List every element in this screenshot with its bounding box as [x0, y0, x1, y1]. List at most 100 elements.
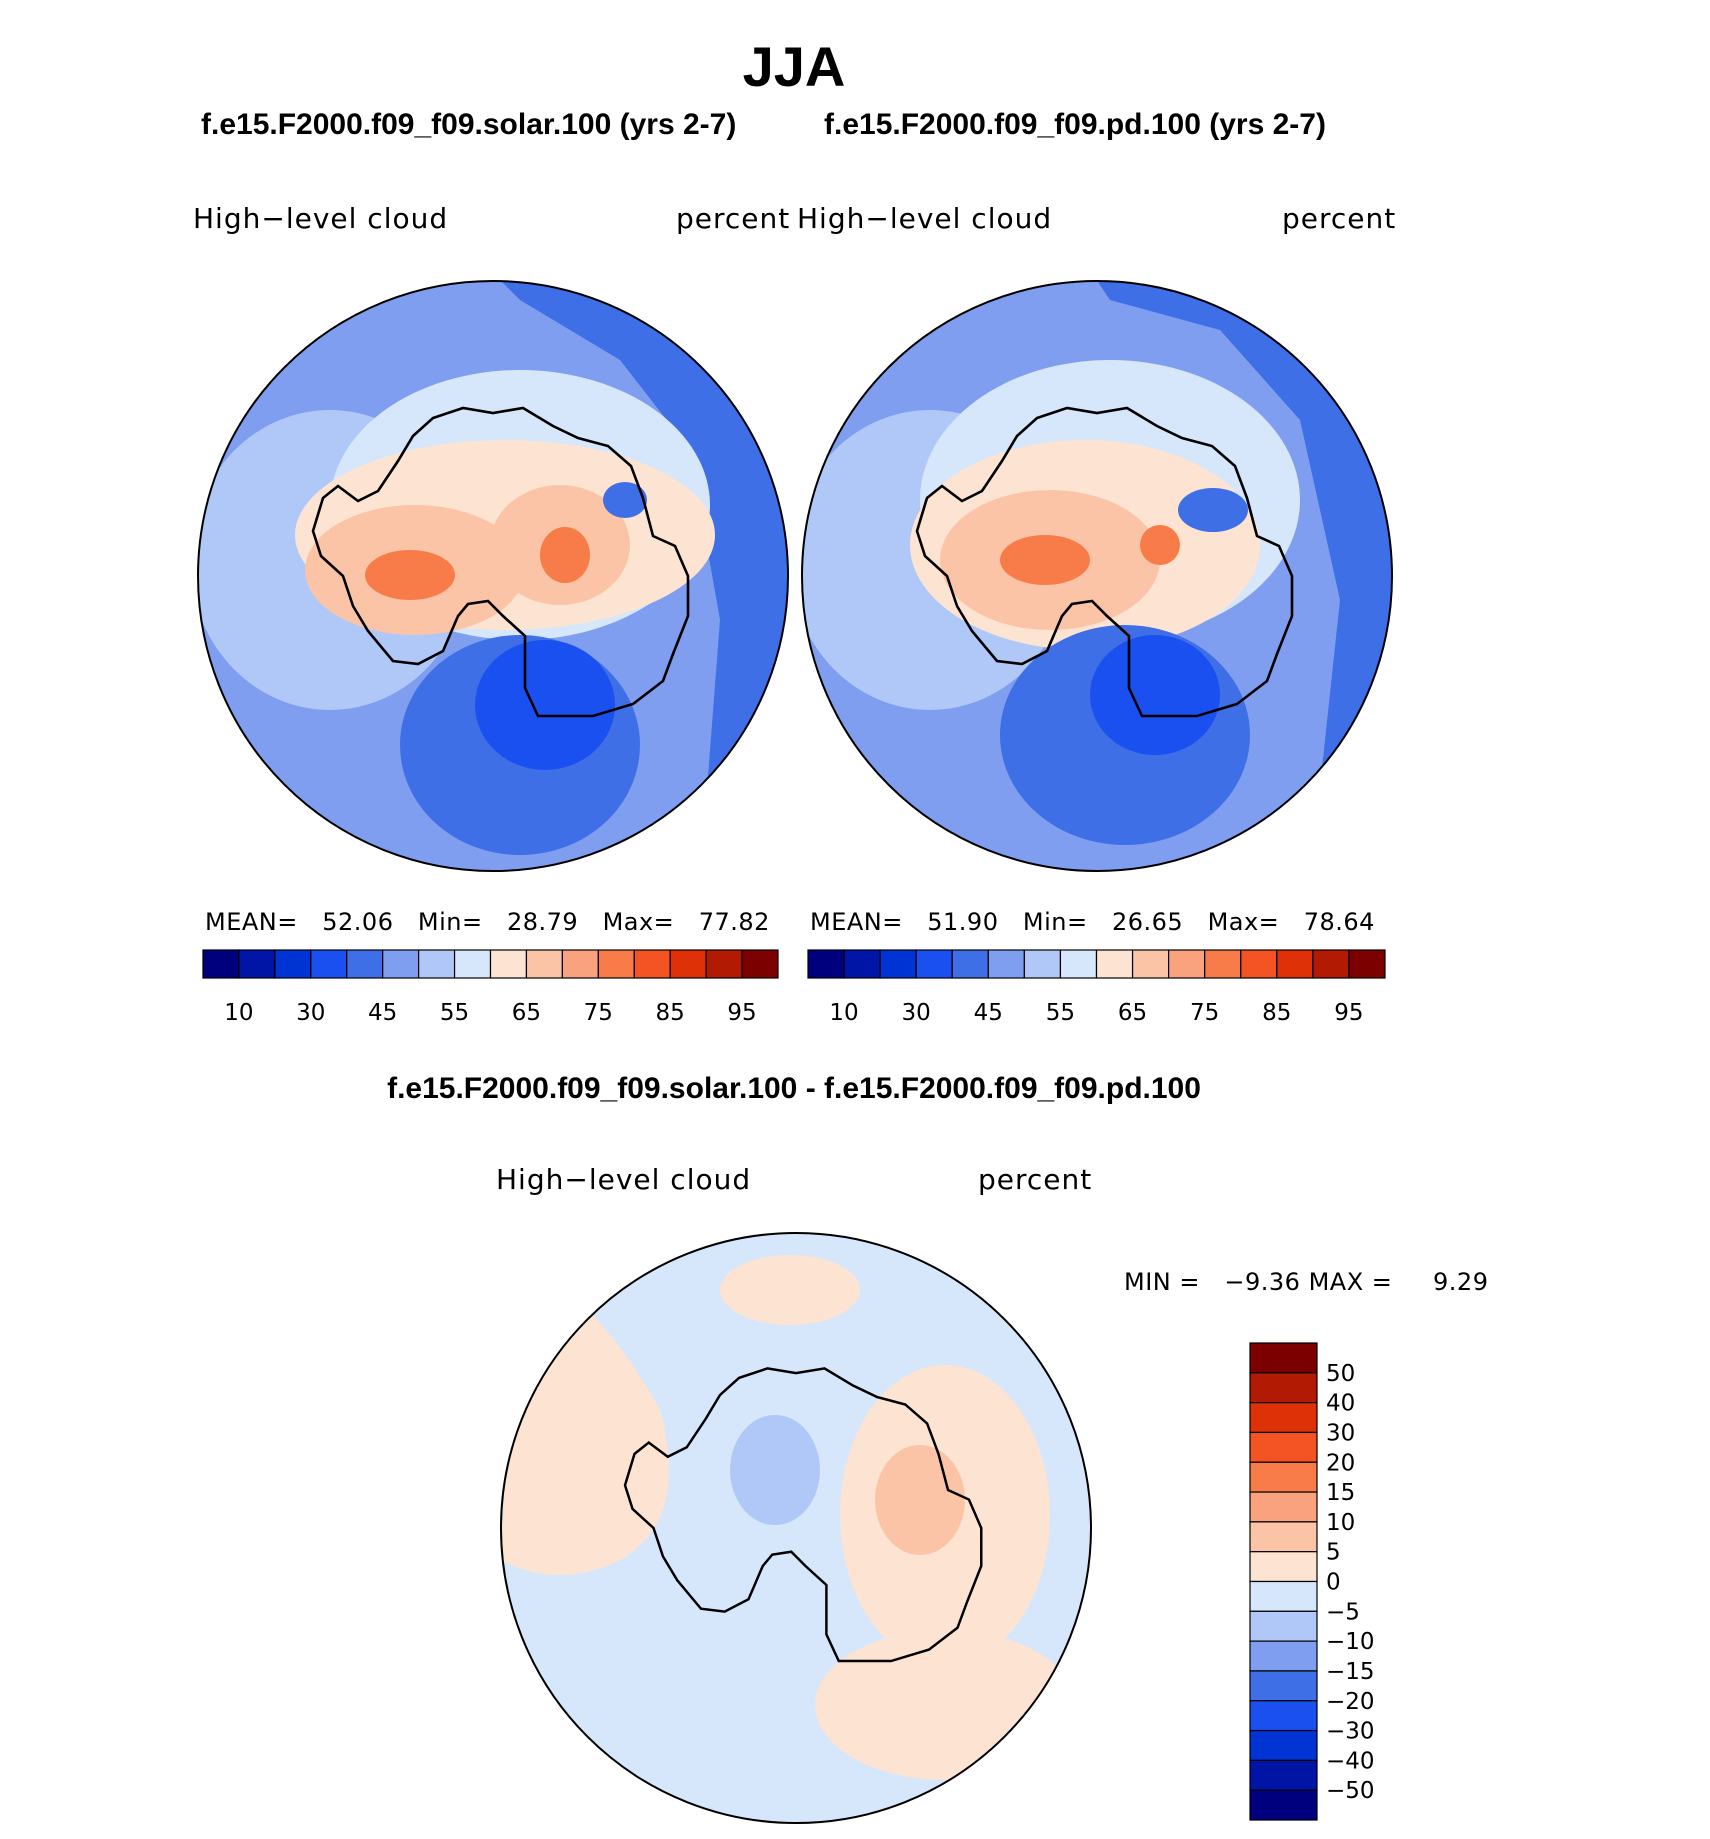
- difference-minmax: MIN = −9.36 MAX = 9.29: [1124, 1268, 1488, 1296]
- panel1-colorbar-swatch: [705, 949, 743, 979]
- difference-map-border: [500, 1232, 1092, 1824]
- panel2-colorbar-swatch: [1312, 949, 1350, 979]
- difference-colorbar-swatch: [1249, 1372, 1318, 1404]
- panel2-colorbar-swatch: [915, 949, 953, 979]
- difference-positive-south: [815, 1630, 1075, 1780]
- difference-max-value: 9.29: [1433, 1268, 1489, 1296]
- difference-max-label: MAX =: [1308, 1268, 1393, 1296]
- panel2-colorbar-swatch: [987, 949, 1025, 979]
- panel2-colorbar-swatch: [1276, 949, 1314, 979]
- panel1-max-label: Max=: [602, 908, 675, 936]
- panel2-hot-spot-b: [1140, 525, 1180, 565]
- difference-positive-core: [875, 1445, 965, 1555]
- panel1-hot-spot-a: [365, 550, 455, 600]
- panel2-cold-core: [1090, 635, 1220, 755]
- difference-colorbar-swatch: [1249, 1640, 1318, 1672]
- panel1-colorbar-swatch: [669, 949, 707, 979]
- panel2-colorbar-swatch: [1348, 949, 1386, 979]
- panel1-hot-spot-b: [540, 527, 590, 583]
- panel1-map-border: [197, 280, 789, 872]
- panel2-hot-spot-a: [1000, 535, 1090, 585]
- difference-colorbar-swatch: [1249, 1342, 1318, 1374]
- difference-colorbar-tick-label: 10: [1326, 1510, 1355, 1536]
- difference-colorbar-swatch: [1249, 1431, 1318, 1463]
- panel2-colorbar: 10 30 45 55 65 75 85 95: [807, 949, 1386, 1026]
- difference-colorbar-swatch: [1249, 1789, 1318, 1821]
- panel2-colorbar-swatch: [1168, 949, 1206, 979]
- panel1-cold-core: [475, 640, 615, 770]
- panel2-colorbar-swatch: [1059, 949, 1098, 979]
- panel1-min-label: Min=: [417, 908, 483, 936]
- panel1-map: [198, 281, 788, 871]
- panel2-stats: MEAN= 51.90 Min= 26.65 Max= 78.64: [810, 908, 1375, 936]
- panel1-colorbar-swatch: [633, 949, 671, 979]
- panel1-colorbar-swatch: [202, 949, 240, 979]
- difference-colorbar-tick-label: −50: [1326, 1778, 1375, 1804]
- panel1-colorbar-swatch: [453, 949, 492, 979]
- panel2-map-border: [801, 280, 1393, 872]
- panel2-map: [802, 281, 1392, 871]
- panel2-colorbar-tick-label: 75: [1190, 1000, 1219, 1026]
- panel2-colorbar-tick-label: 85: [1262, 1000, 1291, 1026]
- panel2-colorbar-tick-label: 55: [1046, 1000, 1075, 1026]
- difference-colorbar-tick-label: −20: [1326, 1689, 1375, 1715]
- panel2-colorbar-swatch: [951, 949, 989, 979]
- panel2-case-title: f.e15.F2000.f09_f09.pd.100 (yrs 2-7): [824, 108, 1326, 141]
- panel2-min-value: 26.65: [1111, 908, 1184, 936]
- difference-colorbar-tick-label: 15: [1326, 1480, 1355, 1506]
- panel1-colorbar: 10 30 45 55 65 75 85 95: [202, 949, 779, 1026]
- difference-colorbar-swatch: [1249, 1729, 1318, 1761]
- difference-colorbar-swatch: [1249, 1580, 1318, 1612]
- difference-colorbar-tick-label: −10: [1326, 1629, 1375, 1655]
- panel1-stats: MEAN= 52.06 Min= 28.79 Max= 77.82: [205, 908, 770, 936]
- panel2-min-label: Min=: [1022, 908, 1088, 936]
- panel2-east-band: [1090, 281, 1392, 871]
- difference-colorbar-swatch: [1249, 1700, 1318, 1732]
- panel2-max-value: 78.64: [1303, 908, 1375, 936]
- panel1-colorbar-tick-label: 10: [224, 1000, 253, 1026]
- difference-colorbar-swatch: [1249, 1461, 1318, 1493]
- panel1-case-title: f.e15.F2000.f09_f09.solar.100 (yrs 2-7): [201, 108, 737, 141]
- panel2-colorbar-tick-label: 30: [902, 1000, 931, 1026]
- panel1-colorbar-tick-label: 95: [727, 1000, 756, 1026]
- difference-colorbar-tick-label: 50: [1326, 1361, 1355, 1387]
- difference-colorbar-swatch: [1249, 1491, 1318, 1523]
- panel1-colorbar-tick-label: 55: [440, 1000, 469, 1026]
- difference-colorbar-tick-label: 30: [1326, 1420, 1355, 1446]
- panel2-colorbar-tick-label: 10: [829, 1000, 858, 1026]
- panel2-colorbar-swatch: [1023, 949, 1062, 979]
- panel1-mean-label: MEAN=: [205, 908, 298, 936]
- difference-colorbar-tick-label: 20: [1326, 1450, 1355, 1476]
- panel2-colorbar-swatch: [1240, 949, 1278, 979]
- panel1-variable-label: High−level cloud: [193, 202, 449, 235]
- difference-colorbar-tick-label: −30: [1326, 1719, 1375, 1745]
- panel1-colorbar-tick-label: 85: [656, 1000, 685, 1026]
- difference-variable-label: High−level cloud: [496, 1163, 752, 1196]
- panel2-max-label: Max=: [1207, 908, 1280, 936]
- panel1-colorbar-tick-label: 75: [584, 1000, 613, 1026]
- panel2-mean-value: 51.90: [927, 908, 999, 936]
- panel2-colorbar-swatch: [1204, 949, 1242, 979]
- panel2-variable-label: High−level cloud: [797, 202, 1053, 235]
- difference-colorbar-swatch: [1249, 1521, 1318, 1553]
- panel1-cold-spot: [603, 482, 647, 518]
- panel1-colorbar-swatch: [525, 949, 563, 979]
- difference-units-label: percent: [978, 1163, 1093, 1196]
- panel1-colorbar-swatch: [382, 949, 420, 979]
- panel2-colorbar-swatch: [879, 949, 917, 979]
- panel1-colorbar-swatch: [418, 949, 456, 979]
- panel1-units-label: percent: [676, 202, 791, 235]
- panel1-colorbar-tick-label: 45: [368, 1000, 397, 1026]
- panel2-cold-spot: [1178, 488, 1248, 532]
- panel1-east-band: [490, 281, 788, 871]
- difference-colorbar-tick-label: −5: [1326, 1599, 1360, 1625]
- panel1-colorbar-swatch: [489, 949, 528, 979]
- panel2-mean-label: MEAN=: [810, 908, 903, 936]
- panel2-colorbar-swatch: [807, 949, 845, 979]
- difference-positive-north: [720, 1255, 860, 1325]
- panel1-colorbar-swatch: [238, 949, 276, 979]
- panel2-colorbar-tick-label: 95: [1334, 1000, 1363, 1026]
- difference-colorbar-tick-label: 40: [1326, 1391, 1355, 1417]
- difference-colorbar-tick-label: −40: [1326, 1748, 1375, 1774]
